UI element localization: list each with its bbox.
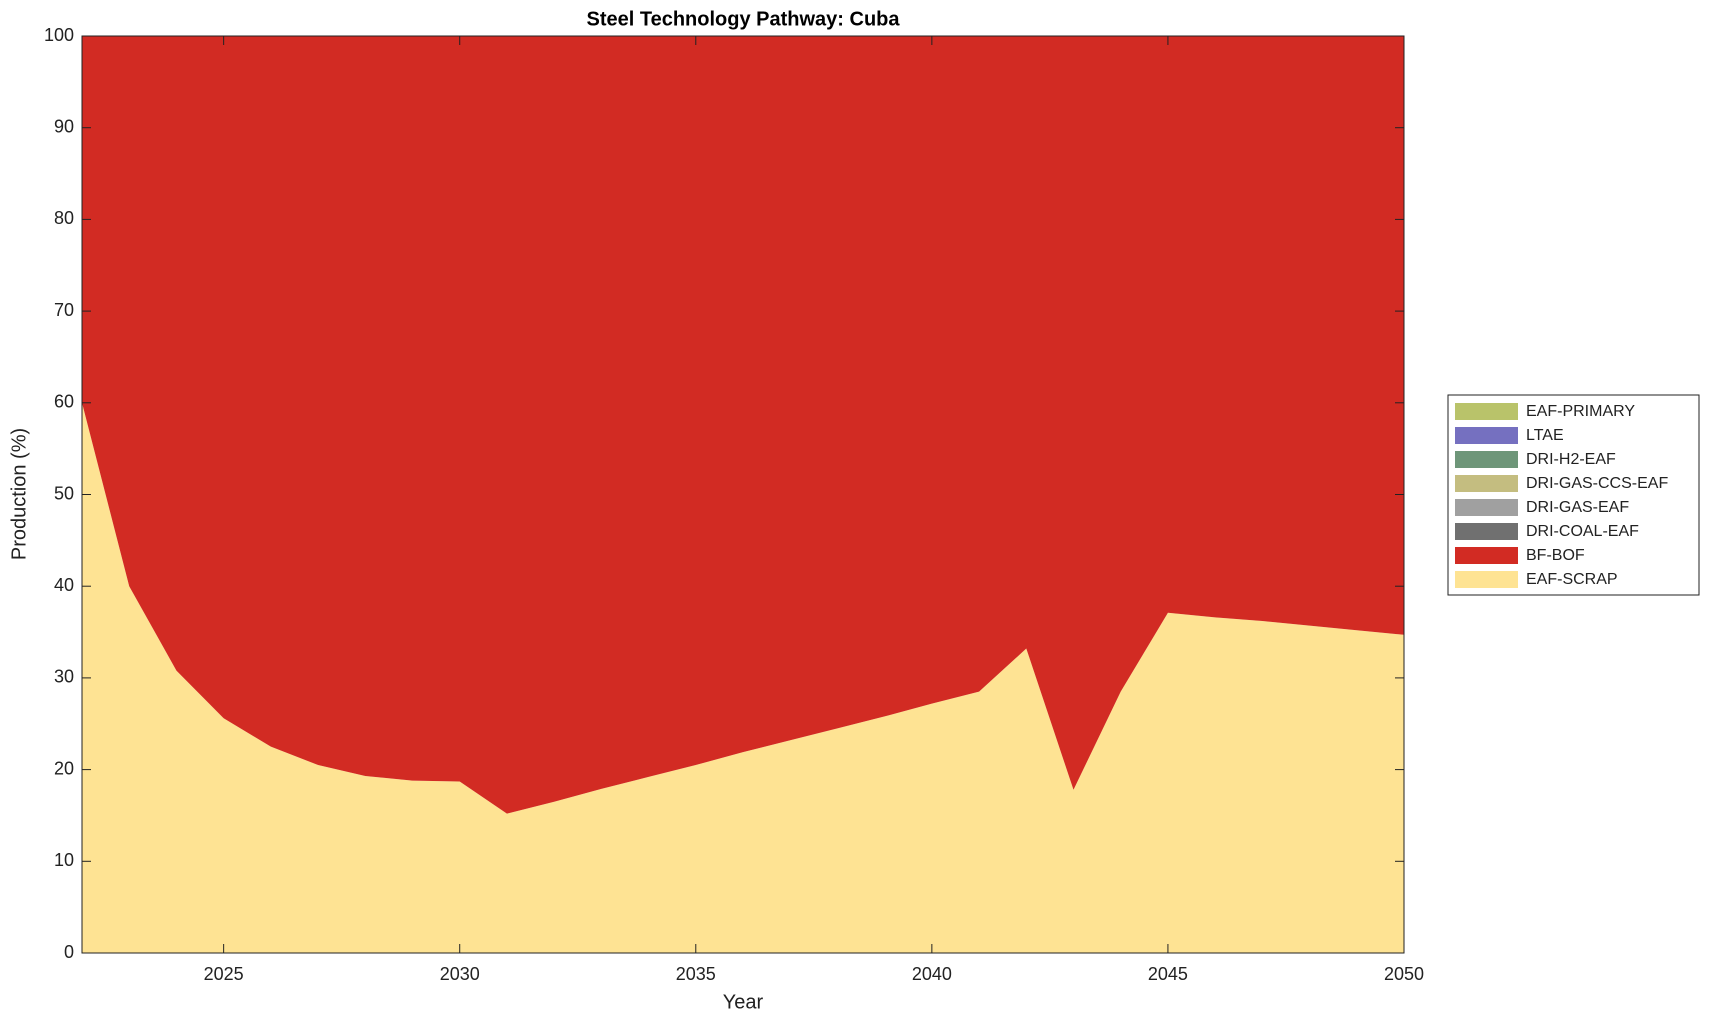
y-tick-label: 50 [54,483,74,503]
legend-swatch [1455,427,1518,444]
legend-label: DRI-GAS-CCS-EAF [1526,475,1668,492]
legend-label: DRI-COAL-EAF [1526,523,1639,540]
chart-title: Steel Technology Pathway: Cuba [586,8,900,30]
area [82,36,1404,814]
x-tick-label: 2025 [204,964,244,984]
legend-box [1447,394,1700,596]
legend-swatch [1455,523,1518,540]
area [82,402,1404,953]
y-tick-label: 20 [54,758,74,778]
x-axis-label: Year [723,991,764,1013]
legend-label: EAF-SCRAP [1526,571,1618,588]
y-tick-label: 80 [54,208,74,228]
y-tick-label: 40 [54,575,74,595]
legend-label: BF-BOF [1526,547,1585,564]
y-tick-label: 100 [44,25,74,45]
legend-swatch [1455,403,1518,420]
y-axis-label: Production (%) [8,428,30,560]
y-tick-label: 90 [54,116,74,136]
legend-label: LTAE [1526,427,1564,444]
legend-swatch [1455,499,1518,516]
x-tick-label: 2035 [676,964,716,984]
y-tick-label: 0 [64,942,74,962]
legend-swatch [1455,571,1518,588]
y-tick-label: 70 [54,300,74,320]
legend-swatch [1455,451,1518,468]
legend-swatch [1455,475,1518,492]
y-tick-label: 10 [54,850,74,870]
legend: EAF-PRIMARY LTAE DRI-H2-EAF DRI-GAS-CCS-EAF… [1447,394,1700,596]
x-tick-label: 2040 [912,964,952,984]
x-tick-label: 2045 [1148,964,1188,984]
y-tick-label: 30 [54,667,74,687]
legend-label: DRI-H2-EAF [1526,451,1616,468]
x-tick-label: 2050 [1384,964,1424,984]
legend-label: EAF-PRIMARY [1526,403,1635,420]
legend-label: DRI-GAS-EAF [1526,499,1629,516]
y-tick-label: 60 [54,392,74,412]
legend-swatch [1455,547,1518,564]
x-tick-label: 2030 [440,964,480,984]
